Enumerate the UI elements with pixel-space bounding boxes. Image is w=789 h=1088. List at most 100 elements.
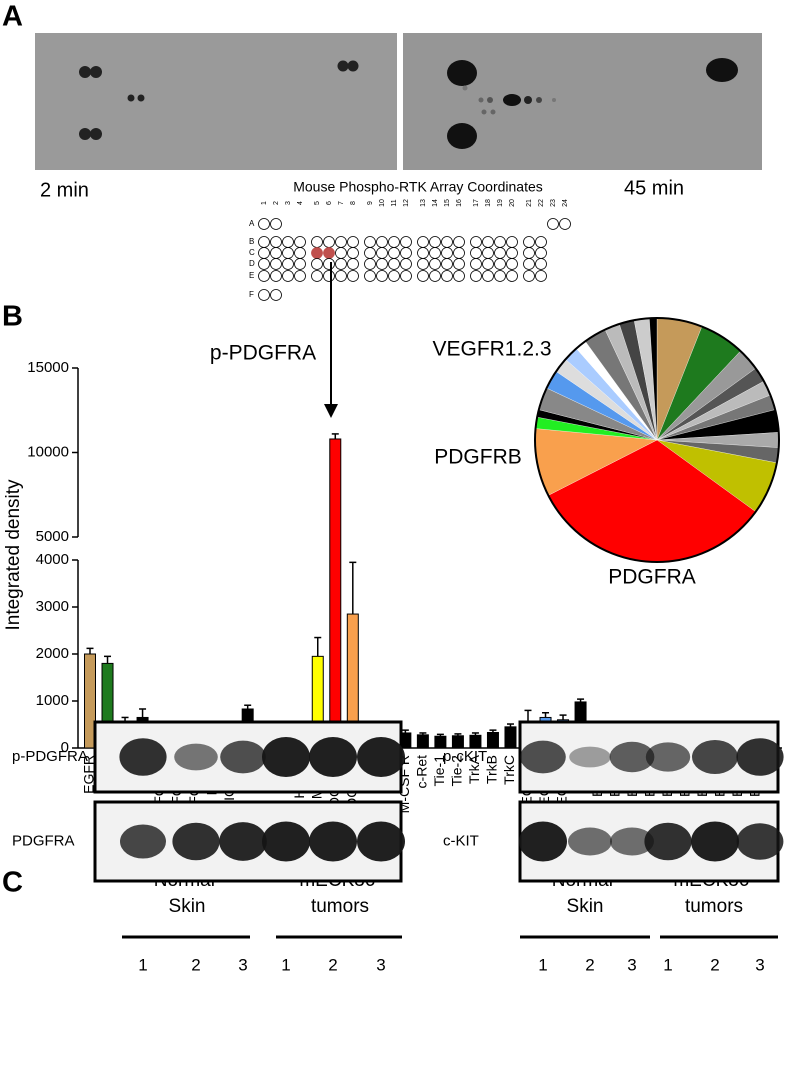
array-spot (417, 247, 429, 259)
column-number: 2 (273, 201, 280, 205)
blot-band (120, 824, 166, 859)
blot-image (403, 33, 762, 170)
western-blots: Normal Skin123mECK36 tumors123Normal Ski… (12, 720, 784, 974)
column-number: 8 (350, 201, 357, 205)
array-spot (506, 270, 518, 282)
slice-label: PDGFRA (608, 566, 696, 589)
array-spot (547, 218, 559, 230)
column-number: 17 (473, 199, 480, 207)
bar (469, 734, 482, 749)
lane-number: 3 (376, 955, 385, 974)
blot-band (174, 743, 218, 771)
y-tick-label: 10000 (27, 443, 69, 460)
array-spot (282, 258, 294, 270)
array-spot (258, 247, 270, 259)
y-tick-label: 5000 (36, 528, 69, 545)
column-number: 4 (297, 201, 304, 205)
panel-label: A (2, 1, 23, 33)
array-spot (323, 236, 335, 248)
blot-band (609, 741, 655, 773)
blot-band (309, 737, 357, 777)
bar (451, 735, 464, 749)
array-spot (294, 258, 306, 270)
blot-band (309, 821, 357, 862)
lane-number: 1 (663, 955, 672, 974)
panel-label: C (2, 867, 23, 899)
array-spot (417, 236, 429, 248)
lane-number: 2 (585, 955, 594, 974)
array-spot (294, 236, 306, 248)
array-spot (364, 258, 376, 270)
row-letter: A (249, 219, 255, 228)
bar (434, 735, 447, 749)
array-spot (400, 270, 412, 282)
column-number: 22 (538, 199, 545, 207)
array-spot (258, 270, 270, 282)
x-tick-label: Tie-1 (431, 755, 447, 787)
pie-chart: PDGFRA PDGFRB VEGFR1.2.3 (432, 317, 780, 589)
column-number: 11 (391, 199, 398, 206)
array-spot (470, 247, 482, 259)
array-spot (482, 236, 494, 248)
blot-band (692, 740, 738, 774)
array-spot (282, 270, 294, 282)
array-spot (258, 258, 270, 270)
column-number: 13 (420, 199, 427, 207)
blot-band (610, 827, 654, 856)
array-spot (335, 270, 347, 282)
blot-label: PDGFRA (12, 832, 75, 849)
array-spot (482, 247, 494, 259)
array-spot (400, 236, 412, 248)
caption: 45 min (624, 177, 684, 199)
blot-band (520, 740, 566, 774)
array-spot (335, 258, 347, 270)
y-tick-label: 1000 (36, 692, 69, 709)
array-spot (441, 236, 453, 248)
array-spot (523, 258, 535, 270)
array-spot (347, 236, 359, 248)
array-spot (482, 270, 494, 282)
array-spot (400, 258, 412, 270)
array-spot (376, 270, 388, 282)
row-letter: F (249, 290, 254, 299)
column-number: 9 (367, 201, 374, 205)
blot-band (736, 738, 784, 776)
column-number: 5 (314, 201, 321, 205)
column-number: 18 (485, 199, 492, 207)
y-tick-label: 15000 (27, 359, 69, 376)
row-letter: E (249, 271, 254, 280)
array-spot (506, 258, 518, 270)
array-spot (494, 247, 506, 259)
array-spot (258, 218, 270, 230)
array-spot (294, 270, 306, 282)
array-spot (258, 236, 270, 248)
blot-band (736, 823, 784, 860)
array-spot (523, 247, 535, 259)
bar (84, 653, 96, 749)
array-spot (258, 289, 270, 301)
blot-spots (79, 58, 738, 149)
array-spot (335, 236, 347, 248)
y-tick-label: 3000 (36, 598, 69, 615)
lane-number: 3 (627, 955, 636, 974)
blot-label: p-cKIT (443, 748, 487, 765)
array-spot (470, 270, 482, 282)
column-number: 10 (379, 199, 386, 207)
array-spot (482, 258, 494, 270)
array-spot (335, 247, 347, 259)
array-spot (376, 236, 388, 248)
array-spot (270, 258, 282, 270)
bar (416, 734, 429, 749)
lane-number: 1 (538, 955, 547, 974)
array-spot (323, 247, 335, 259)
array-spot (347, 258, 359, 270)
array-spot (535, 270, 547, 282)
arrow-head (324, 404, 338, 418)
panel-label: B (2, 301, 23, 333)
blot-band (519, 821, 567, 862)
row-letter: D (249, 259, 255, 268)
blot-band (262, 737, 310, 777)
blot-band (172, 822, 220, 861)
array-spot (282, 236, 294, 248)
column-number: 23 (550, 199, 557, 207)
